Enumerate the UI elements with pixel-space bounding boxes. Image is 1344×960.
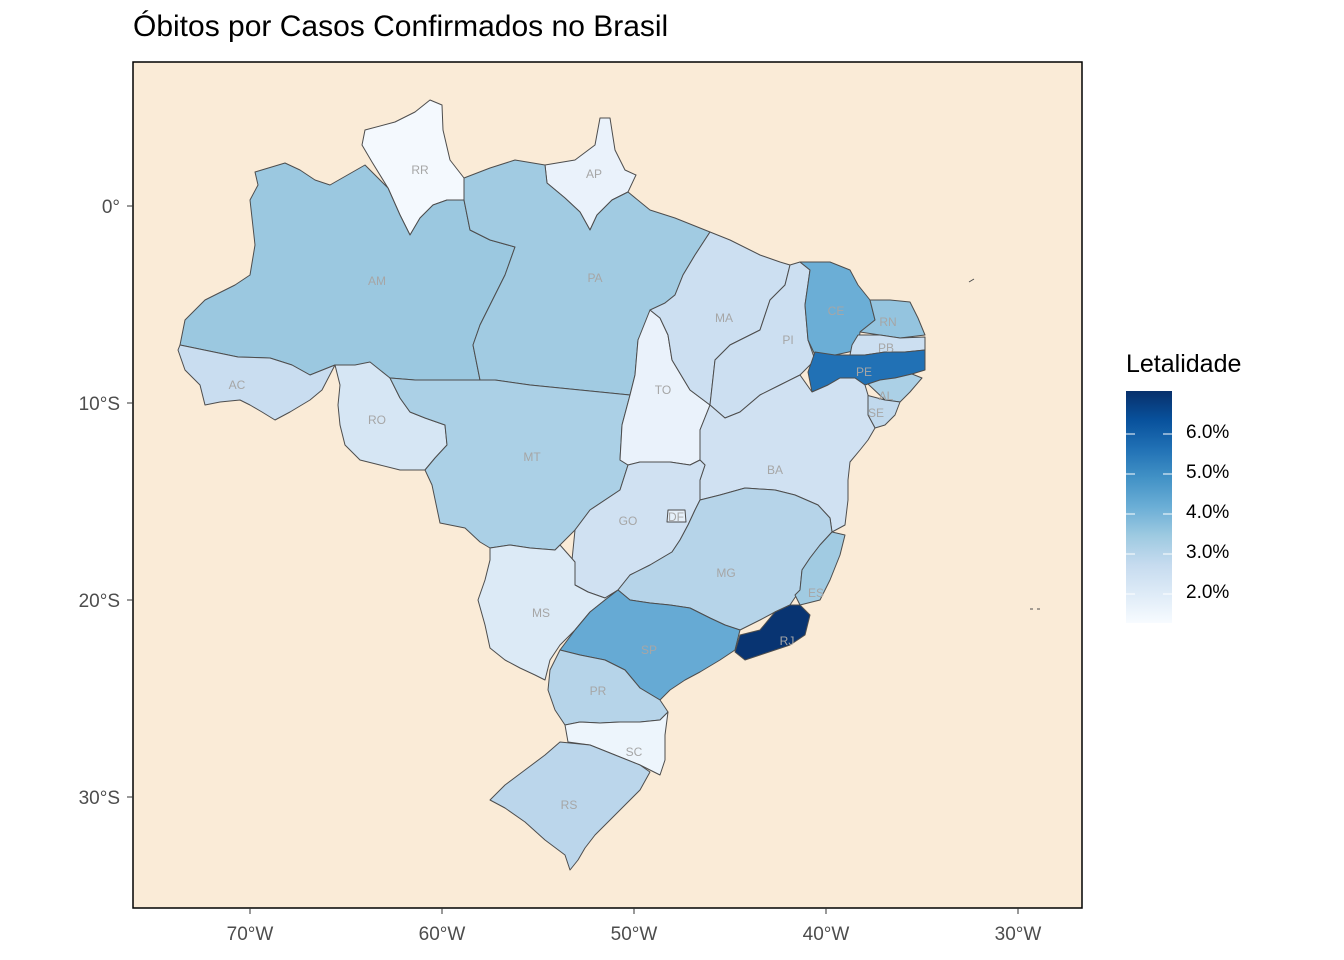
state-label-PR: PR [590, 684, 607, 698]
legend-label-2: 2.0% [1186, 582, 1230, 603]
state-label-SP: SP [641, 643, 657, 657]
state-label-RO: RO [368, 413, 386, 427]
legend-colorbar [1126, 391, 1172, 623]
x-tick-label-2: 50°W [611, 924, 658, 945]
state-RN[interactable] [859, 299, 926, 339]
state-label-AP: AP [586, 167, 602, 181]
state-label-PE: PE [856, 365, 872, 379]
y-tick-label-2: 20°S [79, 591, 120, 612]
state-label-SC: SC [626, 745, 643, 759]
state-label-MS: MS [532, 606, 550, 620]
chart-title: Óbitos por Casos Confirmados no Brasil [133, 10, 669, 43]
y-tick-label-3: 30°S [79, 788, 120, 809]
legend-label-5: 5.0% [1186, 462, 1230, 483]
state-label-GO: GO [619, 514, 638, 528]
state-label-MG: MG [716, 566, 735, 580]
state-label-TO: TO [655, 383, 671, 397]
island-marks [968, 278, 1040, 610]
x-tick-label-1: 60°W [419, 924, 466, 945]
state-label-CE: CE [828, 304, 845, 318]
state-label-SE: SE [868, 406, 884, 420]
state-MG[interactable] [617, 487, 833, 631]
legend-label-3: 3.0% [1186, 542, 1230, 563]
state-label-PB: PB [878, 341, 894, 355]
state-label-AC: AC [229, 378, 246, 392]
state-AC[interactable] [177, 344, 336, 421]
state-label-AM: AM [368, 274, 386, 288]
state-label-MA: MA [715, 311, 733, 325]
state-label-AL: AL [879, 389, 894, 403]
legend-title: Letalidade [1126, 350, 1242, 378]
state-label-PI: PI [782, 333, 793, 347]
state-label-DF: DF [668, 510, 684, 524]
legend-label-6: 6.0% [1186, 422, 1230, 443]
state-RJ[interactable] [734, 604, 811, 661]
state-DF[interactable] [666, 509, 687, 523]
state-ES[interactable] [794, 531, 846, 606]
state-label-MT: MT [523, 450, 541, 464]
state-SP[interactable] [559, 589, 741, 701]
y-tick-label-1: 10°S [79, 394, 120, 415]
x-tick-label-0: 70°W [227, 924, 274, 945]
state-label-ES: ES [808, 586, 824, 600]
x-tick-label-4: 30°W [995, 924, 1042, 945]
legend-label-4: 4.0% [1186, 502, 1230, 523]
state-label-BA: BA [767, 463, 783, 477]
state-label-PA: PA [587, 271, 602, 285]
y-tick-label-0: 0° [102, 197, 120, 218]
state-label-RR: RR [411, 163, 429, 177]
state-RS[interactable] [489, 741, 651, 871]
state-label-RN: RN [879, 315, 896, 329]
state-label-RS: RS [561, 798, 578, 812]
x-tick-label-3: 40°W [803, 924, 850, 945]
state-label-RJ: RJ [780, 634, 795, 648]
